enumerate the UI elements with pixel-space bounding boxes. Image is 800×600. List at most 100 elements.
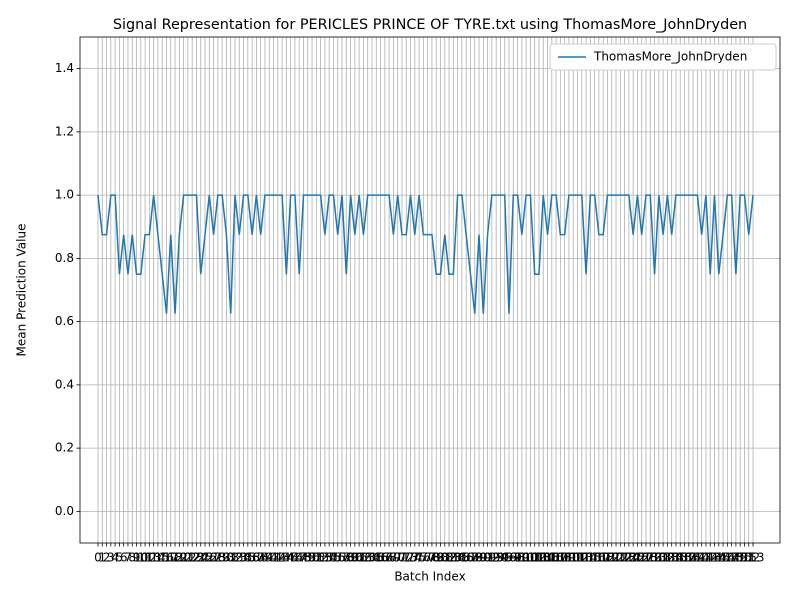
x-tick-label: 101	[519, 551, 542, 565]
x-tick-label: 97	[506, 551, 521, 565]
x-tick-label: 25	[197, 551, 212, 565]
x-tick-label: 129	[639, 551, 662, 565]
x-tick-label: 138	[677, 551, 700, 565]
x-tick-label: 83	[446, 551, 461, 565]
x-tick-label: 152	[737, 551, 760, 565]
x-tick-label: 116	[583, 551, 606, 565]
x-tick-label: 110	[557, 551, 580, 565]
x-tick-label: 149	[724, 551, 747, 565]
y-tick-label: 0.6	[55, 314, 74, 328]
x-tick-label: 76	[416, 551, 431, 565]
x-tick-label: 90	[476, 551, 491, 565]
x-tick-label: 151	[733, 551, 756, 565]
x-tick-label: 35	[240, 551, 255, 565]
x-tick-label: 68	[381, 551, 396, 565]
x-tick-label: 148	[720, 551, 743, 565]
x-tick-label: 85	[454, 551, 469, 565]
x-tick-label: 127	[630, 551, 653, 565]
x-tick-label: 124	[617, 551, 640, 565]
y-axis-label: Mean Prediction Value	[15, 224, 29, 357]
x-tick-label: 117	[587, 551, 610, 565]
x-tick-label: 153	[742, 551, 765, 565]
x-tick-label: 28	[210, 551, 225, 565]
x-tick-label: 42	[270, 551, 285, 565]
x-tick-label: 89	[471, 551, 486, 565]
x-tick-label: 128	[635, 551, 658, 565]
x-tick-label: 73	[403, 551, 418, 565]
x-tick-label: 39	[257, 551, 272, 565]
x-tick-label: 115	[579, 551, 602, 565]
x-tick-label: 69	[386, 551, 401, 565]
x-tick-label: 26	[202, 551, 217, 565]
x-tick-label: 126	[626, 551, 649, 565]
x-tick-label: 54	[322, 551, 337, 565]
x-tick-label: 112	[566, 551, 589, 565]
x-tick-label: 37	[249, 551, 264, 565]
x-tick-label: 29	[215, 551, 230, 565]
x-tick-label: 4	[111, 551, 119, 565]
x-tick-label: 49	[300, 551, 315, 565]
x-tick-label: 14	[150, 551, 165, 565]
data-line	[97, 194, 754, 314]
x-tick-label: 55	[326, 551, 341, 565]
x-tick-label: 71	[394, 551, 409, 565]
x-tick-label: 77	[420, 551, 435, 565]
x-tick-label: 15	[155, 551, 170, 565]
x-tick-label: 18	[167, 551, 182, 565]
x-tick-label: 137	[673, 551, 696, 565]
x-tick-label: 94	[493, 551, 508, 565]
x-tick-label: 38	[253, 551, 268, 565]
x-tick-label: 120	[600, 551, 623, 565]
x-tick-label: 23	[189, 551, 204, 565]
x-tick-label: 135	[665, 551, 688, 565]
x-tick-label: 122	[609, 551, 632, 565]
x-tick-label: 44	[279, 551, 294, 565]
x-tick-label: 10	[133, 551, 148, 565]
x-tick-label: 46	[287, 551, 302, 565]
x-tick-label: 88	[467, 551, 482, 565]
x-tick-label: 33	[232, 551, 247, 565]
x-tick-label: 140	[686, 551, 709, 565]
x-tick-label: 6	[120, 551, 128, 565]
x-tick-label: 70	[390, 551, 405, 565]
x-tick-label: 27	[206, 551, 221, 565]
x-tick-label: 22	[185, 551, 200, 565]
x-tick-label: 74	[407, 551, 422, 565]
legend-label: ThomasMore_JohnDryden	[593, 50, 747, 64]
x-tick-label: 24	[193, 551, 208, 565]
x-tick-label: 93	[489, 551, 504, 565]
x-tick-label: 19	[172, 551, 187, 565]
x-tick-label: 114	[575, 551, 598, 565]
x-tick-label: 59	[343, 551, 358, 565]
x-tick-label: 5	[116, 551, 124, 565]
x-tick-label: 80	[433, 551, 448, 565]
x-tick-label: 102	[523, 551, 546, 565]
x-tick-label: 78	[424, 551, 439, 565]
x-tick-label: 34	[236, 551, 251, 565]
x-tick-label: 57	[334, 551, 349, 565]
x-tick-label: 64	[364, 551, 379, 565]
x-tick-label: 48	[296, 551, 311, 565]
x-tick-label: 99	[514, 551, 529, 565]
x-tick-label: 130	[643, 551, 666, 565]
x-tick-label: 61	[352, 551, 367, 565]
x-tick-label: 146	[712, 551, 735, 565]
x-tick-label: 7	[124, 551, 132, 565]
x-tick-label: 45	[283, 551, 298, 565]
x-axis-label: Batch Index	[394, 570, 465, 584]
x-tick-label: 96	[501, 551, 516, 565]
x-tick-label: 56	[330, 551, 345, 565]
x-tick-label: 142	[694, 551, 717, 565]
chart-title: Signal Representation for PERICLES PRINC…	[113, 17, 747, 33]
x-tick-label: 51	[309, 551, 324, 565]
x-tick-label: 16	[159, 551, 174, 565]
x-tick-label: 91	[480, 551, 495, 565]
x-tick-label: 119	[596, 551, 619, 565]
x-tick-label: 63	[360, 551, 375, 565]
x-tick-label: 100	[515, 551, 538, 565]
x-tick-label: 36	[244, 551, 259, 565]
x-tick-label: 1	[98, 551, 106, 565]
x-tick-label: 141	[690, 551, 713, 565]
x-tick-label: 9	[133, 551, 141, 565]
